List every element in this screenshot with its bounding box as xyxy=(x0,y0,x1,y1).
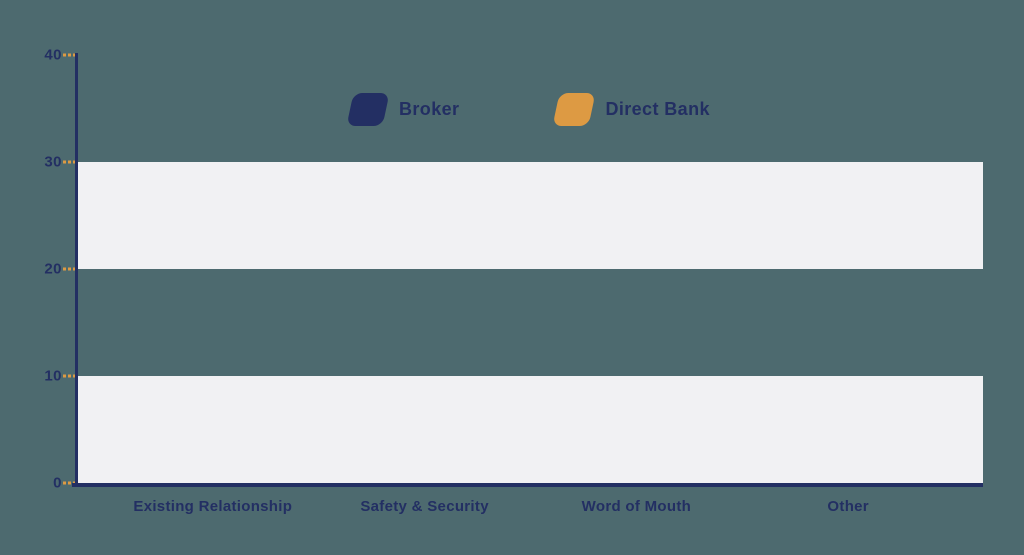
y-tick-mark xyxy=(63,160,76,164)
bar-groups: Existing Relationship Safety & Security Wo… xyxy=(78,55,983,515)
grid-band xyxy=(78,376,983,483)
y-tick-mark xyxy=(63,374,76,378)
plot-area: 0 10 20 30 40 Existing Relationship Safety & … xyxy=(44,47,983,515)
y-tick-mark xyxy=(63,481,76,485)
y-tick-label: 10 xyxy=(44,367,62,385)
y-tick-label: 40 xyxy=(44,46,62,64)
y-tick-mark xyxy=(63,267,76,271)
legend-marker-direct-bank xyxy=(552,92,596,126)
y-tick-mark xyxy=(63,53,76,57)
y-tick-label: 0 xyxy=(53,474,62,492)
y-axis-line xyxy=(75,53,78,487)
legend-label: Broker xyxy=(399,98,460,119)
legend-label: Direct Bank xyxy=(605,98,710,119)
category-label: Word of Mouth xyxy=(581,498,692,515)
x-axis-line xyxy=(72,483,983,487)
grid-band xyxy=(78,162,983,269)
y-tick-label: 30 xyxy=(44,153,62,171)
y-tick-label: 20 xyxy=(44,260,62,278)
legend-item-broker: Broker xyxy=(346,92,460,126)
chart-legend: Broker Direct Bank xyxy=(346,92,710,126)
category-label: Safety & Security xyxy=(360,498,489,515)
category-label: Existing Relationship xyxy=(133,498,293,515)
legend-item-direct-bank: Direct Bank xyxy=(552,92,710,126)
category-label: Other xyxy=(827,498,869,515)
legend-marker-broker xyxy=(346,92,390,126)
